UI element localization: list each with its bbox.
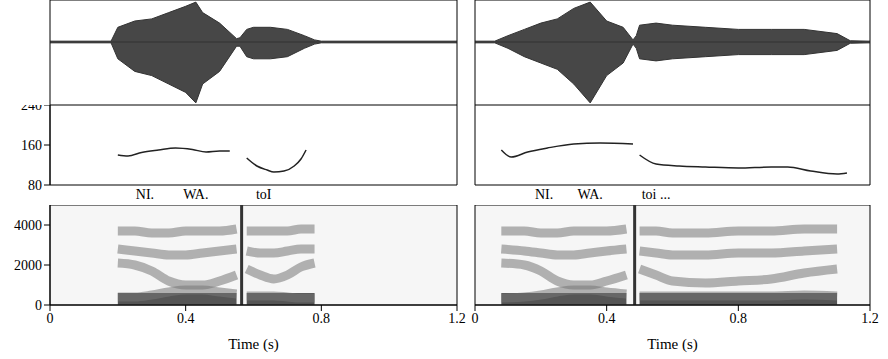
svg-text:toI: toI (256, 187, 272, 202)
svg-text:0.8: 0.8 (730, 311, 748, 326)
svg-text:Time (s): Time (s) (228, 336, 279, 353)
svg-text:WA.: WA. (183, 187, 208, 202)
svg-text:NI.: NI. (535, 187, 553, 202)
svg-text:WA.: WA. (578, 187, 603, 202)
svg-text:1.2: 1.2 (861, 311, 879, 326)
svg-text:240: 240 (21, 105, 42, 113)
svg-text:toi ...: toi ... (642, 187, 671, 202)
svg-text:80: 80 (28, 178, 42, 193)
svg-text:0: 0 (35, 298, 42, 313)
svg-text:0.4: 0.4 (177, 311, 195, 326)
svg-text:Time (s): Time (s) (647, 336, 698, 353)
svg-text:0: 0 (47, 311, 54, 326)
svg-text:1.2: 1.2 (448, 311, 466, 326)
svg-text:160: 160 (21, 138, 42, 153)
svg-text:0.8: 0.8 (313, 311, 331, 326)
svg-text:0.4: 0.4 (598, 311, 616, 326)
svg-text:NI.: NI. (136, 187, 154, 202)
svg-text:4000: 4000 (14, 218, 42, 233)
svg-text:2000: 2000 (14, 258, 42, 273)
svg-text:0: 0 (472, 311, 479, 326)
